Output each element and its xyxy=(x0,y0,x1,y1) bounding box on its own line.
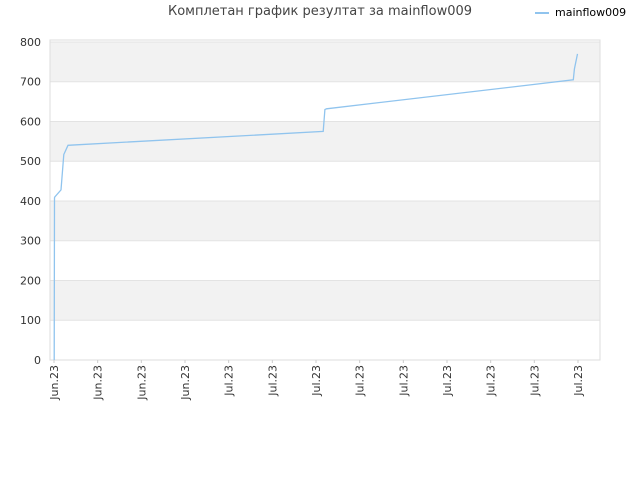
x-axis-ticks: Jun.23 Jun.23 Jun.23 Jun.23 Jul.23 Jul.23 Jul.… xyxy=(48,360,585,401)
legend: mainflow009 xyxy=(535,6,626,19)
legend-label: mainflow009 xyxy=(555,6,627,19)
y-tick-label: 0 xyxy=(34,354,41,367)
grid-band xyxy=(50,280,600,321)
x-tick-label: Jul.23 xyxy=(223,365,236,397)
x-tick-label: Jul.23 xyxy=(572,365,585,397)
y-tick-label: 200 xyxy=(20,274,41,287)
y-tick-label: 600 xyxy=(20,115,41,128)
y-tick-label: 400 xyxy=(20,195,41,208)
y-axis-ticks: 0 100 200 300 400 500 600 700 800 xyxy=(20,36,41,367)
grid-bands xyxy=(50,41,600,321)
x-tick-label: Jul.23 xyxy=(397,365,410,397)
grid-band xyxy=(50,200,600,241)
y-tick-label: 300 xyxy=(20,235,41,248)
y-tick-label: 100 xyxy=(20,314,41,327)
x-tick-label: Jun.23 xyxy=(92,365,105,401)
x-tick-label: Jul.23 xyxy=(441,365,454,397)
x-tick-label: Jul.23 xyxy=(310,365,323,397)
grid-band xyxy=(50,41,600,82)
plot-border xyxy=(49,39,601,361)
x-tick-label: Jul.23 xyxy=(266,365,279,397)
y-tick-label: 500 xyxy=(20,155,41,168)
x-tick-label: Jul.23 xyxy=(354,365,367,397)
chart-title: Комплетан график резултат за mainflow009 xyxy=(167,4,473,19)
x-tick-label: Jun.23 xyxy=(135,365,148,401)
series-line-mainflow009 xyxy=(53,53,579,361)
legend-swatch xyxy=(535,11,549,14)
x-tick-label: Jul.23 xyxy=(485,365,498,397)
x-tick-label: Jun.23 xyxy=(48,365,61,401)
y-tick-label: 800 xyxy=(20,36,41,49)
y-tick-label: 700 xyxy=(20,76,41,89)
gridlines xyxy=(50,41,600,361)
x-tick-label: Jun.23 xyxy=(179,365,192,401)
x-tick-label: Jul.23 xyxy=(528,365,541,397)
